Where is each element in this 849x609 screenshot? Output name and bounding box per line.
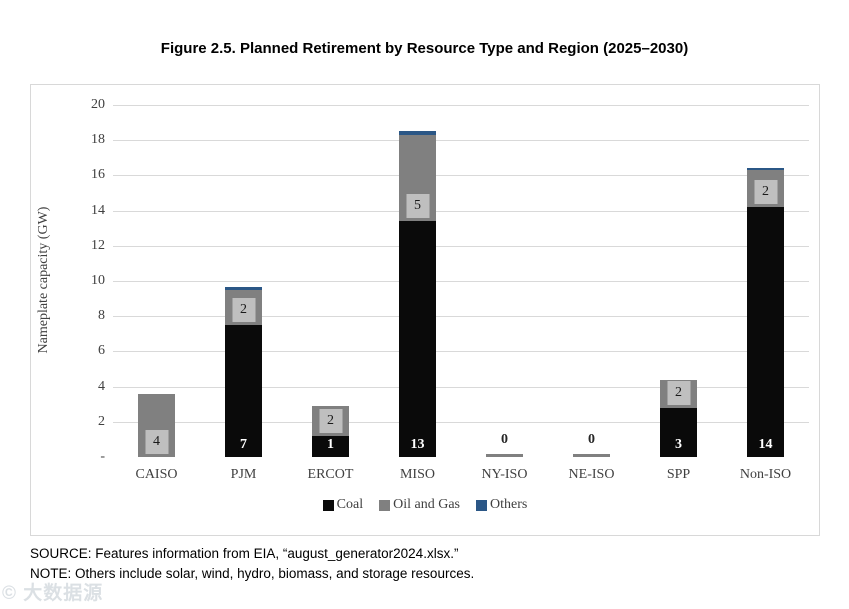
y-tick-label: - [100,449,105,464]
note-text: NOTE: Others include solar, wind, hydro,… [30,566,475,581]
plot-area: 4 7 2 1 2 13 5 0 0 3 2 14 2 [113,105,809,457]
y-tick-label: 14 [91,202,105,218]
y-tick-label: 6 [98,343,105,359]
x-axis-label-pjm: PJM [230,467,257,482]
y-tick-label: 8 [98,308,105,324]
legend-swatch-icon [322,499,334,511]
x-axis-label-ne-iso: NE-ISO [568,467,615,482]
bar-group-miso: 13 5 [374,105,461,457]
y-tick-label: 12 [91,237,105,253]
chart-frame: Nameplate capacity (GW) 4 7 2 1 2 13 5 0 0 3 2 14 2 … [30,84,820,536]
figure-title: Figure 2.5. Planned Retirement by Resour… [160,40,689,57]
y-tick-label: 18 [91,132,105,148]
x-axis-label-ercot: ERCOT [307,467,354,482]
data-label-zero: 0 [588,432,595,448]
data-label-oil-and-gas: 2 [232,298,255,322]
bar-group-ny-iso: 0 [461,105,548,457]
bar-group-non-iso: 14 2 [722,105,809,457]
bar-segment-oil-and-gas [486,454,523,457]
chart-legend: Coal Oil and Gas Others [31,497,819,513]
data-label-zero: 0 [501,432,508,448]
data-label-oil-and-gas: 2 [667,380,690,405]
gridline [113,316,809,318]
bar-segment-oil-and-gas [573,454,610,457]
watermark: © 大数据源 [2,583,104,604]
data-label-oil-and-gas: 5 [406,194,429,219]
bar-segment-others [747,167,784,171]
data-label-oil-and-gas: 2 [754,180,777,205]
legend-label: Oil and Gas [393,497,460,512]
gridline [113,421,809,423]
x-axis-label-caiso: CAISO [135,467,178,482]
legend-item-oil-and-gas: Oil and Gas [379,497,460,513]
data-label-oil-and-gas: 4 [145,430,168,454]
gridline [113,105,809,106]
y-tick-label: 10 [91,273,105,288]
legend-swatch-icon [476,499,487,511]
y-tick-label: 16 [91,167,105,183]
y-axis-title: Nameplate capacity (GW) [36,206,51,354]
y-tick-label: 2 [98,413,105,429]
x-axis-label-ny-iso: NY-ISO [481,467,528,482]
y-tick-label: 20 [91,97,105,112]
legend-label: Others [490,497,528,512]
gridline [113,386,809,388]
data-label-coal: 3 [675,437,682,452]
bar-segment-coal [312,435,349,457]
data-label-oil-and-gas: 2 [319,408,342,433]
source-text: SOURCE: Features information from EIA, “… [30,546,459,561]
x-axis-label-spp: SPP [666,467,691,482]
x-axis-label-miso: MISO [399,467,435,482]
bar-group-ne-iso: 0 [548,105,635,457]
gridline [113,210,809,212]
y-tick-label: 4 [98,378,105,394]
bar-segment-others [225,287,262,290]
gridline [113,351,809,353]
data-label-coal: 7 [240,437,247,452]
bar-segment-coal [399,221,436,457]
bar-segment-coal [747,207,784,457]
data-label-coal: 13 [410,437,425,452]
legend-label: Coal [336,497,364,512]
data-label-coal: 14 [758,437,773,452]
x-axis-label-non-iso: Non-ISO [739,467,792,482]
legend-item-others: Others [476,497,527,513]
bar-segment-coal [660,407,697,457]
gridline [113,175,809,177]
bar-group-caiso: 4 [113,105,200,457]
legend-swatch-icon [379,499,391,511]
data-label-coal: 1 [327,437,334,452]
gridline [113,140,809,142]
legend-item-coal: Coal [322,497,364,513]
gridline [113,281,809,282]
bar-segment-others [399,131,436,135]
bar-segment-coal [225,325,262,457]
gridline [113,245,809,247]
